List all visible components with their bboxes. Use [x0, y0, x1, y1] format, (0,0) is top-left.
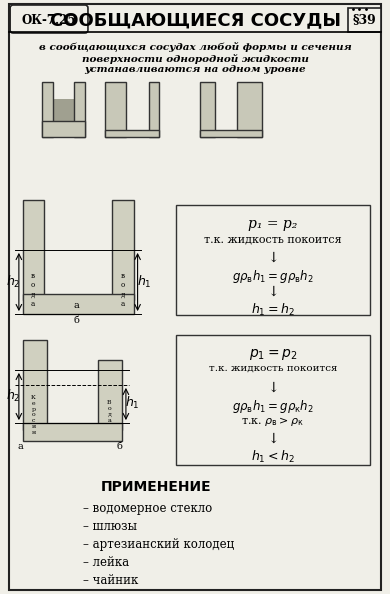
Text: $h_2$: $h_2$	[6, 274, 20, 290]
Bar	[42, 121, 85, 137]
Bar	[23, 200, 44, 300]
Bar	[150, 110, 158, 130]
Bar	[149, 82, 159, 137]
Text: $g\rho_{\rm в}h_1 = g\rho_{\rm в}h_2$: $g\rho_{\rm в}h_1 = g\rho_{\rm в}h_2$	[232, 268, 314, 285]
Bar	[25, 250, 42, 314]
Text: т.к. жидкость покоится: т.к. жидкость покоится	[204, 234, 342, 244]
Bar	[201, 130, 261, 137]
Bar	[42, 82, 53, 137]
Text: – лейка: – лейка	[83, 556, 129, 569]
Text: ↓: ↓	[267, 251, 279, 265]
Bar	[105, 110, 125, 130]
Text: $h_1 < h_2$: $h_1 < h_2$	[251, 449, 295, 465]
Text: ОК-7.25: ОК-7.25	[22, 14, 76, 27]
Bar	[74, 82, 85, 137]
Text: т.к. жидкость покоится: т.к. жидкость покоится	[209, 364, 337, 373]
Text: В
о
д
а: В о д а	[107, 400, 112, 422]
Bar	[25, 370, 45, 423]
Text: ↓: ↓	[267, 381, 279, 395]
Text: в сообщающихся сосудах любой формы и сечения
поверхности однородной жидкости
уст: в сообщающихся сосудах любой формы и сеч…	[39, 42, 351, 74]
Text: $h_1 = h_2$: $h_1 = h_2$	[251, 302, 295, 318]
Text: §39: §39	[353, 14, 376, 27]
Text: в
о
д
а: в о д а	[121, 272, 125, 308]
Text: $h_1$: $h_1$	[126, 395, 140, 411]
Text: p₁ = p₂: p₁ = p₂	[248, 217, 298, 231]
Text: $g\rho_{\rm в}h_1 = g\rho_{\rm к}h_2$: $g\rho_{\rm в}h_1 = g\rho_{\rm к}h_2$	[232, 398, 314, 415]
Bar	[348, 8, 381, 32]
Text: – чайник: – чайник	[83, 574, 138, 587]
Bar	[201, 110, 214, 130]
Bar	[105, 82, 126, 137]
Text: – артезианский колодец: – артезианский колодец	[83, 538, 234, 551]
Bar	[200, 82, 215, 137]
Bar	[25, 423, 120, 441]
Text: $p_1 = p_2$: $p_1 = p_2$	[248, 347, 297, 362]
Text: – шлюзы: – шлюзы	[83, 520, 137, 533]
Text: СООБЩАЮЩИЕСЯ СОСУДЫ: СООБЩАЮЩИЕСЯ СОСУДЫ	[50, 11, 340, 29]
Text: $h_1$: $h_1$	[137, 274, 152, 290]
Bar	[23, 294, 134, 314]
Bar	[200, 130, 262, 137]
Bar	[114, 250, 132, 314]
Text: ↓: ↓	[267, 285, 279, 299]
Text: б: б	[73, 316, 79, 325]
Text: т.к. $\rho_{\rm в} > \rho_{\rm к}$: т.к. $\rho_{\rm в} > \rho_{\rm к}$	[241, 415, 304, 428]
Bar	[25, 294, 132, 314]
Text: $h_2$: $h_2$	[6, 388, 20, 404]
Text: в
о
д
а: в о д а	[30, 272, 35, 308]
Text: ПРИМЕНЕНИЕ: ПРИМЕНЕНИЕ	[101, 480, 211, 494]
Bar	[98, 360, 122, 430]
Bar	[112, 200, 134, 300]
Bar	[176, 205, 370, 315]
Bar	[99, 385, 120, 423]
Text: а: а	[73, 302, 79, 311]
Bar	[237, 82, 262, 137]
Bar	[176, 335, 370, 465]
Bar	[23, 423, 122, 441]
FancyBboxPatch shape	[10, 5, 88, 33]
Bar	[53, 99, 74, 135]
Text: б: б	[116, 442, 122, 451]
Bar	[105, 130, 158, 137]
Text: ↓: ↓	[267, 432, 279, 446]
Text: К
е
р
о
с
и
н: К е р о с и н	[31, 395, 36, 435]
Bar	[238, 110, 261, 130]
Bar	[105, 130, 159, 137]
Bar	[23, 340, 47, 430]
Text: – водомерное стекло: – водомерное стекло	[83, 502, 212, 515]
Text: а: а	[18, 442, 24, 451]
